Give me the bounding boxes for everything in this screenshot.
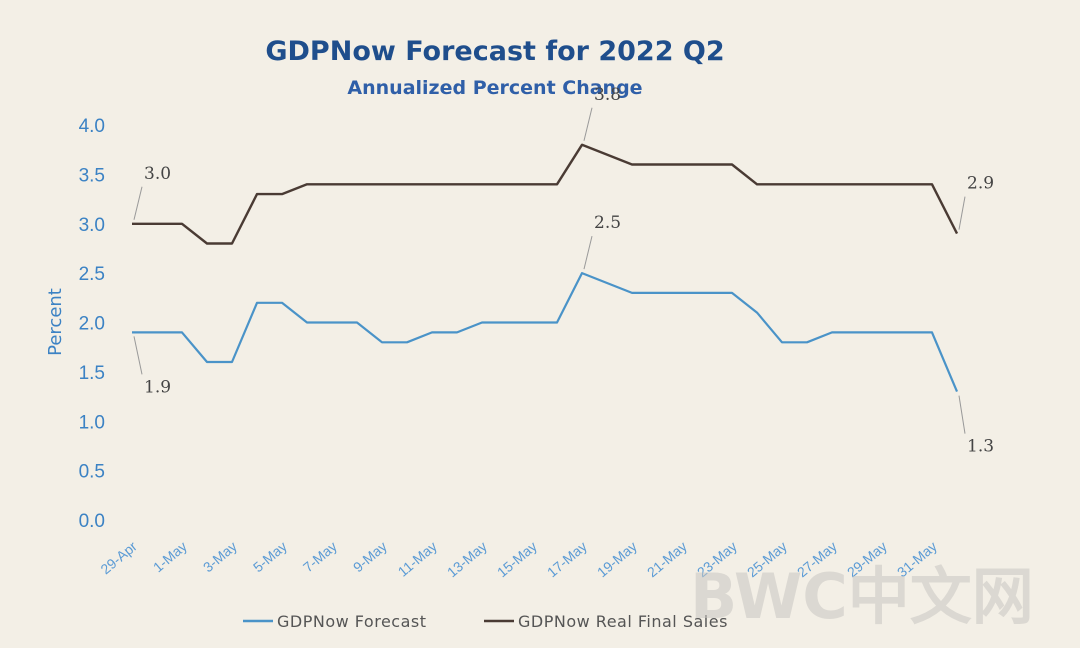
y-tick-label: 3.0 [79, 215, 105, 236]
data-label-leader [958, 395, 966, 434]
x-tick-label: 17-May [544, 538, 590, 580]
data-label: 3.0 [144, 164, 171, 184]
y-tick-label: 4.0 [79, 116, 105, 137]
watermark: BWC中文网 [690, 560, 1034, 633]
data-label-leader [583, 236, 593, 270]
x-tick-label: 29-Apr [97, 538, 140, 577]
data-label: 2.9 [967, 174, 994, 194]
x-tick-label: 15-May [494, 538, 540, 580]
y-tick-label: 1.0 [79, 412, 105, 433]
x-tick-label: 13-May [444, 538, 490, 580]
y-tick-label: 0.0 [79, 511, 105, 532]
data-label-leader [133, 336, 143, 375]
y-tick-label: 3.5 [79, 165, 105, 186]
series-line-forecast [132, 272, 959, 393]
data-label: 3.8 [594, 85, 621, 105]
data-label-leader [133, 186, 143, 220]
x-tick-label: 9-May [350, 538, 390, 575]
series-line-final-sales [132, 143, 959, 245]
legend-label-forecast: GDPNow Forecast [277, 612, 427, 631]
x-tick-label: 7-May [300, 538, 340, 575]
y-axis-label: Percent [45, 288, 66, 356]
data-label: 1.9 [144, 377, 171, 397]
x-tick-label: 5-May [250, 538, 290, 575]
x-tick-label: 21-May [644, 538, 690, 580]
x-tick-label: 1-May [150, 538, 190, 575]
data-label: 1.3 [967, 437, 994, 457]
data-labels: 1.9 2.5 1.3 3.0 3.8 2.9 [133, 85, 994, 457]
y-tick-label: 2.5 [79, 264, 105, 285]
x-tick-label: 19-May [594, 538, 640, 580]
y-tick-label: 1.5 [79, 363, 105, 384]
legend: GDPNow Forecast GDPNow Real Final Sales [243, 612, 728, 631]
chart-title: GDPNow Forecast for 2022 Q2 [265, 36, 724, 67]
x-tick-label: 11-May [395, 538, 440, 580]
y-tick-label: 2.0 [79, 314, 105, 335]
series-lines [132, 143, 959, 393]
x-tick-label: 3-May [200, 538, 240, 575]
data-label-leader [958, 196, 966, 230]
y-ticks: 0.0 0.5 1.0 1.5 2.0 2.5 3.0 3.5 4.0 [79, 116, 105, 532]
legend-label-final-sales: GDPNow Real Final Sales [518, 612, 728, 631]
data-label-leader [583, 107, 593, 141]
chart-subtitle: Annualized Percent Change [347, 77, 642, 99]
data-label: 2.5 [594, 213, 621, 233]
y-tick-label: 0.5 [79, 462, 105, 483]
